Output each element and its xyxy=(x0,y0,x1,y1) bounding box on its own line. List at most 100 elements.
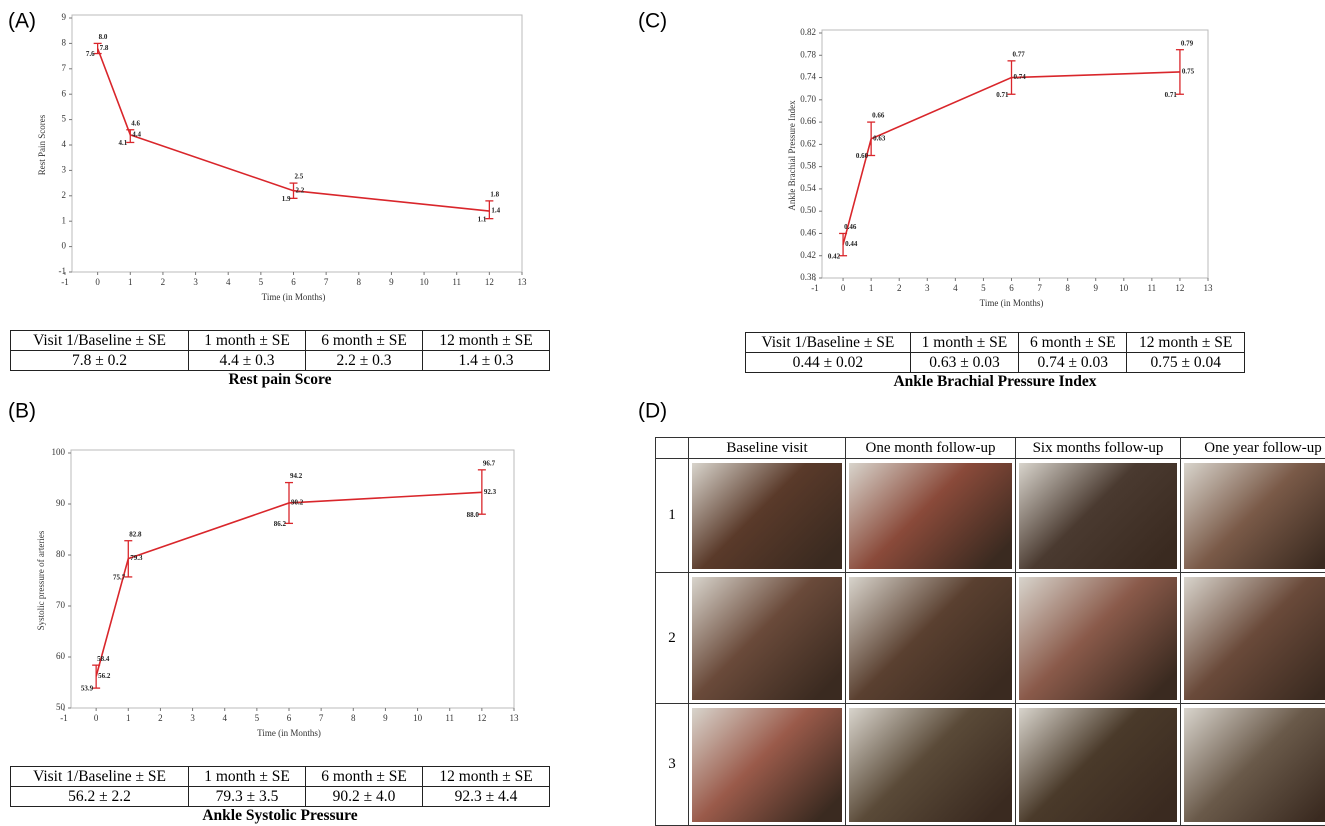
x-tick-label: -1 xyxy=(60,713,68,723)
plot-frame xyxy=(822,30,1208,278)
panel-label: (A) xyxy=(8,10,36,33)
header-cell: 1 month ± SE xyxy=(189,767,306,787)
x-tick-label: 12 xyxy=(485,277,494,287)
header-cell: Visit 1/Baseline ± SE xyxy=(11,767,189,787)
header-cell: One year follow-up xyxy=(1181,438,1325,459)
value-label: 4.4 xyxy=(132,130,141,138)
cell: 0.63 ± 0.03 xyxy=(910,353,1018,373)
photo-cell xyxy=(689,573,846,704)
photo xyxy=(692,708,842,822)
lower-label: 88.0 xyxy=(467,511,480,519)
lower-label: 0.60 xyxy=(856,152,869,160)
x-tick-label: 9 xyxy=(383,713,388,723)
x-tick-label: 11 xyxy=(445,713,454,723)
x-tick-label: 10 xyxy=(1119,283,1129,293)
value-label: 79.3 xyxy=(130,554,143,562)
y-tick-label: 1 xyxy=(62,215,67,225)
lower-label: 86.2 xyxy=(274,520,287,528)
x-tick-label: -1 xyxy=(61,277,69,287)
value-label: 1.4 xyxy=(491,207,500,215)
x-axis-label: Time (in Months) xyxy=(257,728,321,738)
cell: 92.3 ± 4.4 xyxy=(423,787,550,807)
y-tick-label: 4 xyxy=(62,139,67,149)
x-tick-label: 0 xyxy=(841,283,846,293)
lower-label: 53.9 xyxy=(81,685,94,693)
value-label: 90.2 xyxy=(291,499,304,507)
lower-label: 0.71 xyxy=(1165,91,1178,99)
panel-label: (D) xyxy=(638,400,667,423)
x-tick-label: 13 xyxy=(510,713,520,723)
photo xyxy=(1019,577,1177,700)
y-tick-label: 9 xyxy=(62,12,67,22)
x-tick-label: 8 xyxy=(351,713,356,723)
y-tick-label: 0.62 xyxy=(800,138,816,148)
upper-label: 82.8 xyxy=(129,530,142,538)
x-tick-label: 6 xyxy=(1009,283,1014,293)
lower-label: 0.42 xyxy=(828,252,841,260)
lower-label: 75.7 xyxy=(113,574,126,582)
x-tick-label: 4 xyxy=(222,713,227,723)
photo-cell xyxy=(689,459,846,573)
row: 1 xyxy=(656,459,1325,573)
row-label: 2 xyxy=(656,573,689,704)
y-tick-label: 0.46 xyxy=(800,228,816,238)
photo xyxy=(1184,708,1325,822)
upper-label: 1.8 xyxy=(490,190,499,198)
x-tick-label: 9 xyxy=(1093,283,1098,293)
value-label: 0.75 xyxy=(1182,68,1195,76)
header-cell: 6 month ± SE xyxy=(306,767,423,787)
row-label: 1 xyxy=(656,459,689,573)
caption: Ankle Systolic Pressure xyxy=(10,807,550,825)
photo xyxy=(1019,463,1177,569)
header-cell: 6 month ± SE xyxy=(1019,333,1127,353)
cell: 1.4 ± 0.3 xyxy=(423,351,550,371)
upper-label: 4.6 xyxy=(131,119,140,127)
x-tick-label: 4 xyxy=(953,283,958,293)
y-axis-label: Systolic pressure of arteries xyxy=(36,530,46,630)
photo xyxy=(849,708,1012,822)
x-tick-label: 2 xyxy=(161,277,166,287)
header-cell: Visit 1/Baseline ± SE xyxy=(746,333,911,353)
photo xyxy=(1184,463,1325,569)
lower-label: 0.71 xyxy=(996,91,1009,99)
value-label: 0.44 xyxy=(845,240,858,248)
photo xyxy=(692,463,842,569)
y-axis-label: Rest Pain Scores xyxy=(37,114,47,175)
corner-cell xyxy=(656,438,689,459)
photo-cell xyxy=(1016,573,1181,704)
x-tick-label: 8 xyxy=(357,277,362,287)
header-cell: 12 month ± SE xyxy=(1127,333,1245,353)
caption: Rest pain Score xyxy=(10,371,550,389)
value-label: 7.8 xyxy=(100,44,109,52)
x-tick-label: 12 xyxy=(477,713,486,723)
photo xyxy=(849,463,1012,569)
row: 3 xyxy=(656,704,1325,826)
photo xyxy=(1019,708,1177,822)
x-tick-label: 7 xyxy=(1037,283,1042,293)
upper-label: 0.66 xyxy=(872,112,885,120)
photo-cell xyxy=(1016,459,1181,573)
header-cell: Visit 1/Baseline ± SE xyxy=(11,331,189,351)
y-tick-label: 3 xyxy=(62,164,67,174)
photo-cell xyxy=(846,573,1016,704)
cell: 0.74 ± 0.03 xyxy=(1019,353,1127,373)
x-tick-label: 3 xyxy=(190,713,195,723)
x-tick-label: 3 xyxy=(925,283,930,293)
y-tick-label: 0.78 xyxy=(800,49,816,59)
y-tick-label: 8 xyxy=(62,37,67,47)
header-cell: 12 month ± SE xyxy=(423,331,550,351)
x-tick-label: 6 xyxy=(287,713,292,723)
y-axis-label: Ankle Brachial Pressure Index xyxy=(787,100,797,211)
x-tick-label: 1 xyxy=(126,713,131,723)
cell: 79.3 ± 3.5 xyxy=(189,787,306,807)
page: (A)-1012345678910111213-10123456789Time … xyxy=(0,0,1325,825)
lower-label: 1.9 xyxy=(282,195,291,203)
